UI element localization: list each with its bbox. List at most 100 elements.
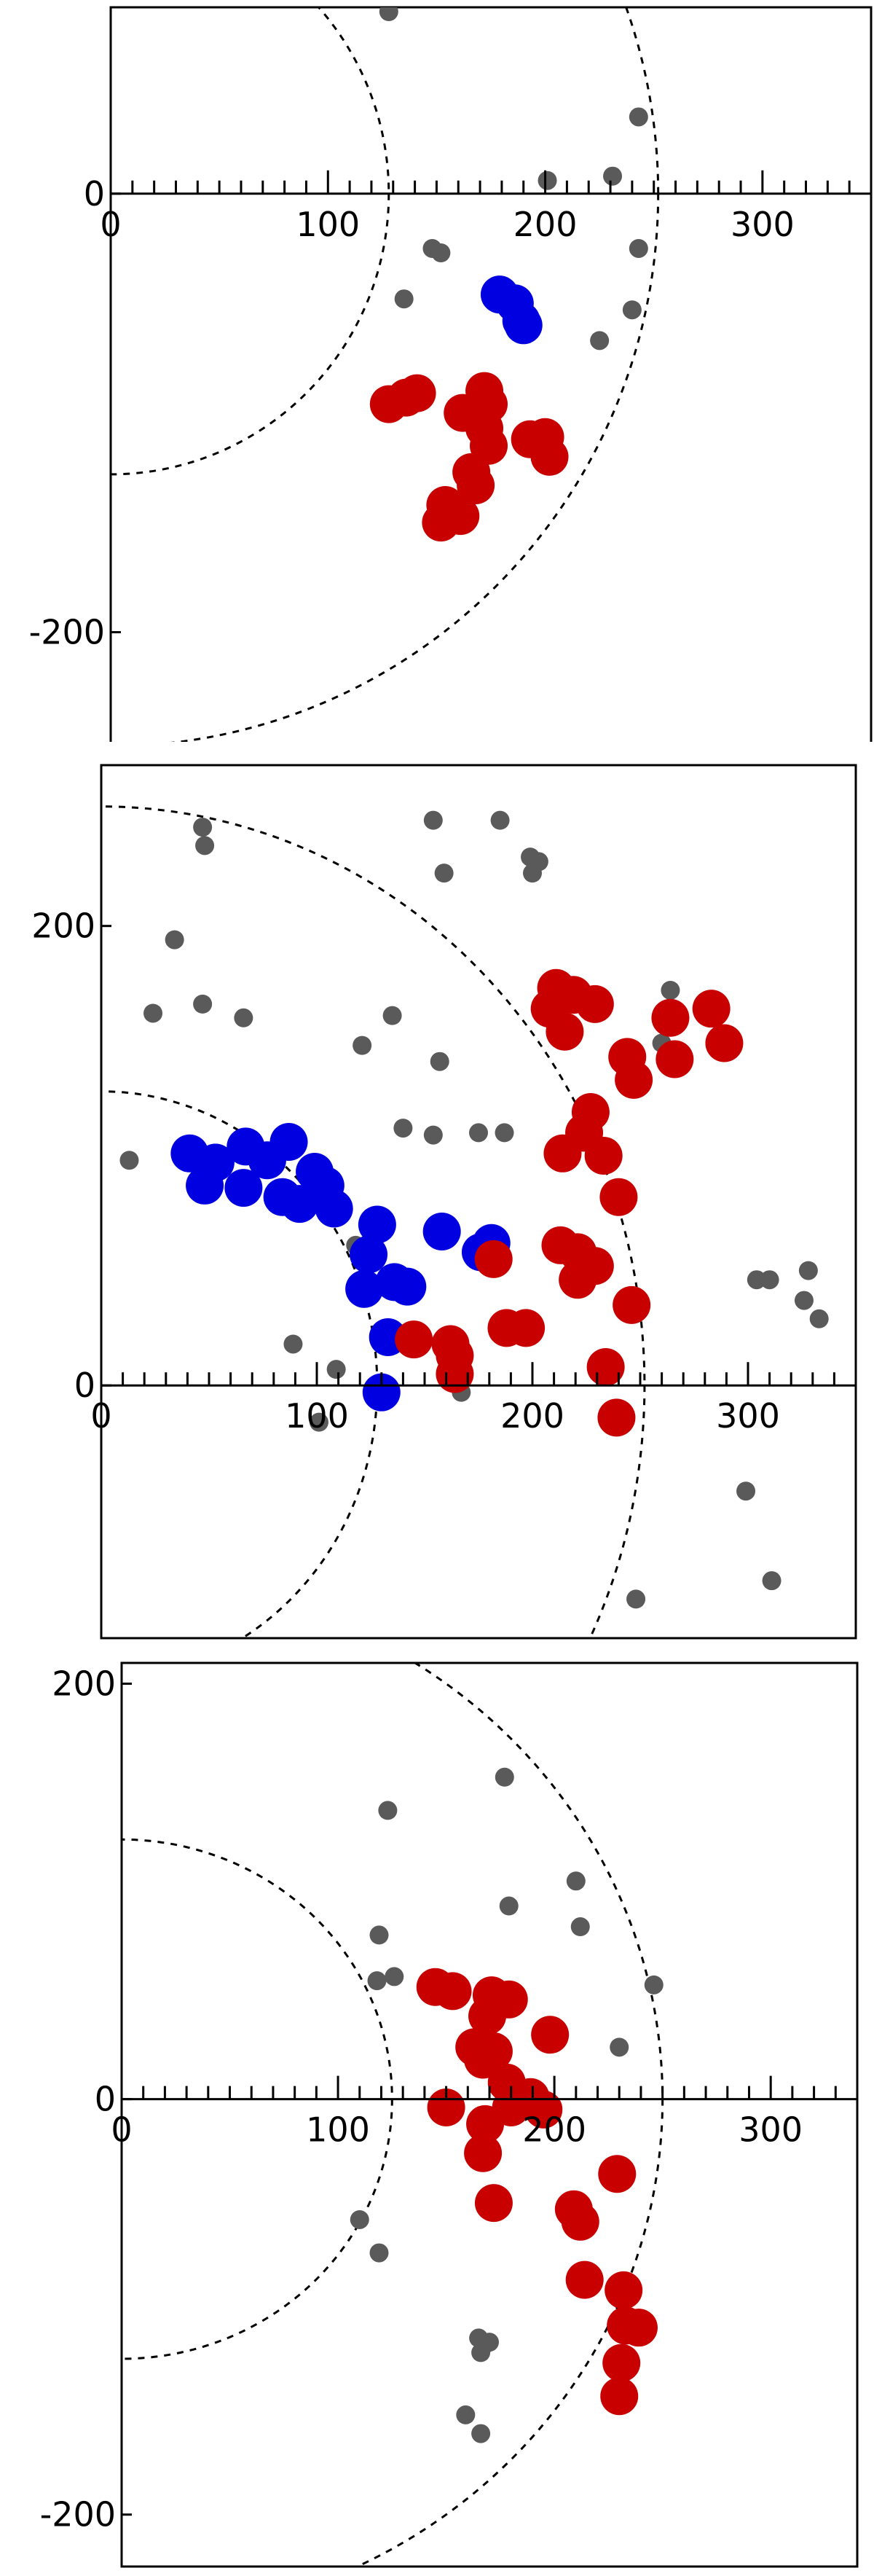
blue-point [186,1166,224,1205]
y-tick-label: -200 [40,2495,116,2534]
red-point [705,1024,744,1062]
gray-point [480,2333,499,2352]
x-tick-label: 300 [739,2110,803,2150]
gray-point [430,1052,449,1071]
red-point [474,2184,513,2223]
gray-point [434,864,454,883]
blue-point [269,1123,308,1162]
x-tick-label: 200 [500,1396,564,1436]
x-tick-label: 0 [100,205,121,244]
gray-point [350,2209,369,2229]
red-point [474,1240,513,1278]
y-tick-label: 0 [74,1366,95,1405]
red-point [615,1060,653,1099]
plot-frame [120,1661,859,2568]
red-point [543,1134,582,1172]
gray-point [490,810,510,830]
x-tick-label: 200 [513,205,578,244]
x-tick-label: 100 [306,2110,370,2150]
gray-point [626,1589,646,1609]
red-point [398,374,436,412]
red-point [455,2028,494,2067]
gray-point [165,930,184,950]
red-point [651,998,690,1037]
red-point [613,1285,651,1324]
blue-point [350,1235,388,1274]
red-point [575,984,614,1023]
gray-point [369,1925,389,1945]
gray-point [193,818,213,837]
series-gray [350,1767,664,2443]
blue-point [345,1269,384,1308]
gray-point [369,2243,389,2263]
gray-point [353,1036,372,1055]
gray-point [661,980,680,1000]
gray-point [143,1003,163,1023]
x-tick-label: 300 [731,205,795,244]
gray-point [762,1571,782,1591]
reference-circle [354,1663,664,2567]
y-tick-label: -200 [29,613,105,652]
gray-point [603,166,623,186]
gray-point [471,2424,491,2443]
x-tick-label: 0 [90,1396,111,1436]
gray-point [309,1412,328,1432]
gray-point [629,107,648,127]
gray-point [379,7,398,22]
red-point [692,990,731,1028]
x-tick-label: 100 [296,205,360,244]
red-point [602,2344,641,2382]
red-point [605,2271,643,2309]
blue-point [315,1189,353,1228]
gray-point [622,300,642,320]
scatter-panel-3: 0 100 200 300 200 0 -200 [40,1661,859,2568]
gray-point [326,1360,346,1379]
red-point [427,2088,465,2127]
series-blue [480,275,543,345]
gray-point [193,994,213,1014]
plot-area [122,1663,664,2567]
gray-point [367,1971,387,1991]
red-point [561,2202,599,2241]
red-point [464,2134,503,2172]
x-tick-label: 100 [285,1396,349,1436]
gray-point [495,1767,514,1787]
red-point [546,1012,584,1051]
red-point [466,2105,505,2143]
plot-frame [100,764,857,1640]
blue-point [388,1267,427,1306]
gray-point [195,836,215,856]
gray-point [423,1125,443,1145]
red-point [433,1972,472,2011]
scatter-panel-1: 0 100 200 300 0 -200 [29,6,873,742]
red-point [597,1398,636,1437]
gray-point [382,1006,402,1025]
gray-point [747,1270,766,1290]
series-gray [119,810,829,1609]
gray-point [469,1123,488,1143]
gray-point [570,1917,590,1937]
x-tick-label: 200 [522,2110,586,2150]
series-red [369,372,569,542]
gray-point [378,1801,398,1820]
red-point [457,466,495,504]
plot-frame [109,6,873,742]
gray-point [393,1119,413,1138]
blue-point [422,1212,461,1250]
series-red [416,1968,658,2416]
y-tick-label: 0 [84,174,105,214]
gray-point [394,289,414,309]
y-tick-label: 200 [52,1664,116,1704]
plot-area [111,7,659,742]
red-point [531,2016,570,2054]
gray-point [423,810,443,830]
y-tick-label: 200 [31,907,95,946]
gray-point [119,1151,139,1170]
gray-point [538,171,557,190]
gray-point [456,2405,476,2424]
y-tick-label: 0 [95,2080,116,2119]
red-point [656,1040,694,1078]
gray-point [431,243,451,263]
